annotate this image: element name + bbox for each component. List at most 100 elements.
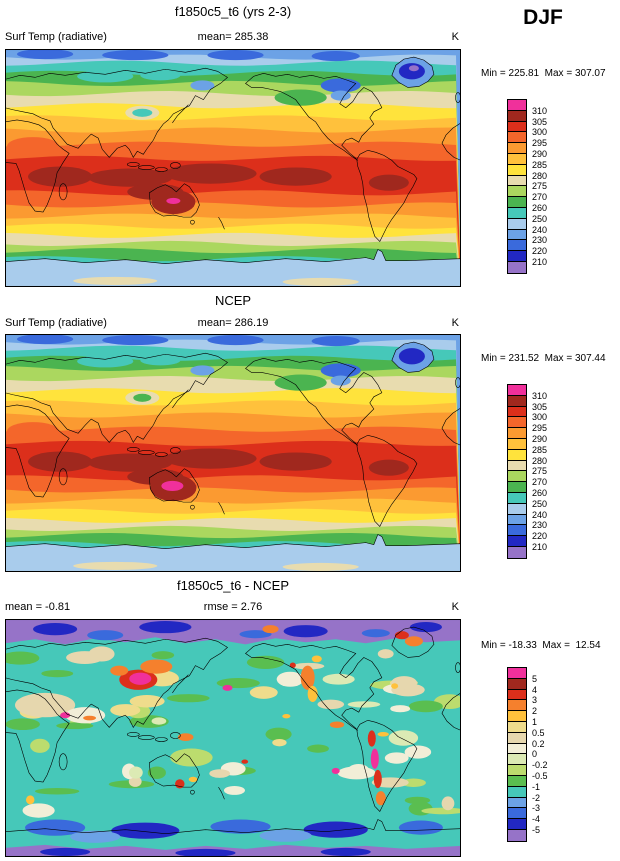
colorbar-swatch <box>507 513 527 527</box>
colorbar-label: 285 <box>532 444 548 455</box>
panel2-variable-label: Surf Temp (radiative) <box>5 317 107 329</box>
panel1-temperature-colorbar: 310 305 300 295 290 285 280 275 270 260 250 240 230 2… <box>507 99 592 274</box>
colorbar-label: 290 <box>532 149 548 159</box>
colorbar-swatch <box>507 785 527 799</box>
colorbar-label: 4 <box>532 684 538 695</box>
colorbar-swatch <box>507 677 527 691</box>
colorbar-label: -0.2 <box>532 760 548 771</box>
panel1-minmax: Min = 225.81 Max = 307.07 <box>481 68 606 79</box>
colorbar-swatch <box>507 829 527 842</box>
panel3-header: mean = -0.81 rmse = 2.76 K <box>5 601 461 615</box>
colorbar-swatch <box>507 818 527 831</box>
panel1-variable-label: Surf Temp (radiative) <box>5 31 107 43</box>
colorbar-swatch <box>507 753 527 767</box>
colorbar-swatch <box>507 384 527 397</box>
colorbar-label: 310 <box>532 105 548 116</box>
colorbar-swatch <box>507 416 527 430</box>
obs-temperature-map <box>5 334 461 572</box>
colorbar-label: 240 <box>532 224 548 235</box>
colorbar-swatch <box>507 448 527 462</box>
colorbar-label: 250 <box>532 498 548 509</box>
colorbar-swatch <box>507 228 527 242</box>
colorbar-label: 275 <box>532 466 548 477</box>
colorbar-swatch <box>507 405 527 419</box>
colorbar-label: -1 <box>532 781 541 792</box>
colorbar-swatch <box>507 239 527 253</box>
colorbar-label: 275 <box>532 181 548 192</box>
colorbar-swatch <box>507 688 527 702</box>
colorbar-swatch <box>507 481 527 494</box>
colorbar-label: -2 <box>532 792 541 803</box>
colorbar-swatch <box>507 120 527 134</box>
colorbar-swatch <box>507 109 527 123</box>
panel3-difference-colorbar: 5 4 3 2 1 0.5 0.2 0 -0.2 -0.5 -1 -2 -3 -4 -5 <box>507 667 592 842</box>
colorbar-swatch <box>507 524 527 538</box>
colorbar-label: 295 <box>532 138 548 149</box>
panel2-units-label: K <box>451 317 459 329</box>
panel3-mean-label: mean = -0.81 <box>5 601 71 613</box>
colorbar-label: 0.2 <box>532 738 545 749</box>
colorbar-swatch <box>507 731 527 745</box>
colorbar-swatch <box>507 721 527 734</box>
panel2-minmax: Min = 231.52 Max = 307.44 <box>481 353 606 364</box>
colorbar-swatch <box>507 807 527 821</box>
colorbar-label: 260 <box>532 203 548 213</box>
panel2-header: Surf Temp (radiative) mean= 286.19 K <box>5 317 461 331</box>
colorbar-label: 300 <box>532 127 548 138</box>
colorbar-swatch <box>507 163 527 177</box>
colorbar-swatch <box>507 217 527 231</box>
colorbar-swatch <box>507 459 527 473</box>
panel3-units-label: K <box>451 601 459 613</box>
colorbar-swatch <box>507 250 527 263</box>
colorbar-swatch <box>507 492 527 505</box>
panel1-title: f1850c5_t6 (yrs 2-3) <box>174 4 292 19</box>
panel1-units-label: K <box>451 31 459 43</box>
colorbar-label: 220 <box>532 246 548 257</box>
panel2-mean-label: mean= 286.19 <box>197 317 269 329</box>
colorbar-swatch <box>507 764 527 777</box>
colorbar-swatch <box>507 699 527 713</box>
colorbar-swatch <box>507 667 527 680</box>
colorbar-swatch <box>507 742 527 756</box>
panel3-minmax: Min = -18.33 Max = 12.54 <box>481 640 601 651</box>
colorbar-swatch <box>507 207 527 220</box>
colorbar-label: 250 <box>532 213 548 224</box>
colorbar-label: 2 <box>532 706 538 717</box>
colorbar-swatch <box>507 710 527 723</box>
colorbar-label: 280 <box>532 455 548 466</box>
colorbar-swatch <box>507 131 527 145</box>
colorbar-swatch <box>507 535 527 548</box>
colorbar-label: 290 <box>532 434 548 444</box>
difference-map <box>5 619 461 857</box>
colorbar-swatch <box>507 427 527 440</box>
colorbar-swatch <box>507 775 527 788</box>
colorbar-swatch <box>507 796 527 810</box>
colorbar-label: 240 <box>532 509 548 520</box>
panel1-header: Surf Temp (radiative) mean= 285.38 K <box>5 31 461 45</box>
colorbar-label: 230 <box>532 520 548 531</box>
colorbar-label: 210 <box>532 257 548 267</box>
colorbar-label: -5 <box>532 825 541 835</box>
panel2-temperature-colorbar: 310 305 300 295 290 285 280 275 270 260 250 240 230 2… <box>507 384 592 559</box>
season-label: DJF <box>523 6 563 29</box>
model-temperature-map <box>5 49 461 287</box>
colorbar-label: 280 <box>532 170 548 181</box>
colorbar-label: 220 <box>532 531 548 542</box>
colorbar-swatch <box>507 174 527 188</box>
colorbar-label: 305 <box>532 401 548 412</box>
colorbar-label: 1 <box>532 717 538 727</box>
colorbar-label: -0.5 <box>532 771 548 781</box>
colorbar-label: 230 <box>532 235 548 246</box>
colorbar-swatch <box>507 185 527 199</box>
colorbar-label: 300 <box>532 412 548 423</box>
colorbar-label: 0 <box>532 749 538 760</box>
colorbar-swatch <box>507 438 527 451</box>
panel3-title: f1850c5_t6 - NCEP <box>176 578 289 593</box>
colorbar-swatch <box>507 99 527 112</box>
colorbar-label: 310 <box>532 390 548 401</box>
colorbar-swatch <box>507 261 527 274</box>
colorbar-swatch <box>507 153 527 166</box>
colorbar-label: 260 <box>532 488 548 498</box>
colorbar-label: 295 <box>532 423 548 434</box>
colorbar-label: 3 <box>532 695 538 706</box>
